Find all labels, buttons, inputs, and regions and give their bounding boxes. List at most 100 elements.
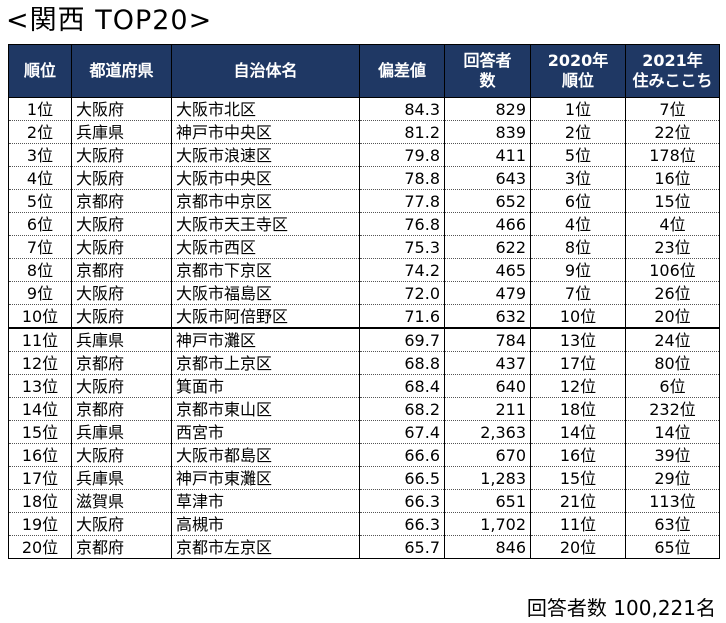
cell-municipality: 大阪市北区 bbox=[171, 97, 360, 121]
cell-score: 68.8 bbox=[359, 351, 445, 375]
cell-rank-2020: 5位 bbox=[530, 143, 626, 167]
cell-prefecture: 滋賀県 bbox=[71, 489, 172, 513]
cell-respondents: 1,702 bbox=[444, 512, 531, 536]
cell-rank: 7位 bbox=[8, 235, 72, 259]
cell-respondents: 640 bbox=[444, 374, 531, 398]
cell-rank-2020: 6位 bbox=[530, 189, 626, 213]
header-rank-2021-line1: 2021年 bbox=[642, 51, 703, 70]
cell-rank-2020: 10位 bbox=[530, 304, 626, 329]
cell-score: 81.2 bbox=[359, 120, 445, 144]
cell-score: 71.6 bbox=[359, 304, 445, 329]
cell-respondents: 839 bbox=[444, 120, 531, 144]
cell-respondents: 622 bbox=[444, 235, 531, 259]
cell-rank-2021: 15位 bbox=[625, 189, 720, 213]
cell-municipality: 京都市下京区 bbox=[171, 258, 360, 282]
cell-respondents: 652 bbox=[444, 189, 531, 213]
cell-prefecture: 京都府 bbox=[71, 351, 172, 375]
cell-score: 68.4 bbox=[359, 374, 445, 398]
cell-prefecture: 大阪府 bbox=[71, 304, 172, 329]
cell-rank-2021: 80位 bbox=[625, 351, 720, 375]
cell-prefecture: 京都府 bbox=[71, 258, 172, 282]
cell-prefecture: 大阪府 bbox=[71, 212, 172, 236]
cell-municipality: 神戸市灘区 bbox=[171, 327, 360, 352]
cell-prefecture: 兵庫県 bbox=[71, 420, 172, 444]
cell-rank: 20位 bbox=[8, 535, 72, 559]
table-row: 8位 京都府 京都市下京区 74.2 465 9位 106位 bbox=[8, 258, 720, 282]
table-row: 9位 大阪府 大阪市福島区 72.0 479 7位 26位 bbox=[8, 281, 720, 305]
cell-municipality: 京都市左京区 bbox=[171, 535, 360, 559]
cell-respondents: 846 bbox=[444, 535, 531, 559]
cell-score: 66.5 bbox=[359, 466, 445, 490]
cell-rank: 16位 bbox=[8, 443, 72, 467]
cell-prefecture: 大阪府 bbox=[71, 512, 172, 536]
cell-rank-2020: 18位 bbox=[530, 397, 626, 421]
cell-score: 77.8 bbox=[359, 189, 445, 213]
cell-score: 76.8 bbox=[359, 212, 445, 236]
cell-prefecture: 大阪府 bbox=[71, 443, 172, 467]
header-respondents: 回答者数 bbox=[444, 44, 531, 98]
respondent-total-value: 100,221名 bbox=[613, 596, 716, 620]
cell-rank-2021: 24位 bbox=[625, 327, 720, 352]
cell-prefecture: 京都府 bbox=[71, 535, 172, 559]
cell-rank: 13位 bbox=[8, 374, 72, 398]
cell-prefecture: 大阪府 bbox=[71, 143, 172, 167]
cell-prefecture: 大阪府 bbox=[71, 166, 172, 190]
header-respondents-line1: 回答者 bbox=[463, 51, 512, 70]
cell-respondents: 2,363 bbox=[444, 420, 531, 444]
cell-score: 84.3 bbox=[359, 97, 445, 121]
cell-rank-2020: 13位 bbox=[530, 327, 626, 352]
cell-rank-2020: 16位 bbox=[530, 443, 626, 467]
table-row: 17位 兵庫県 神戸市東灘区 66.5 1,283 15位 29位 bbox=[8, 466, 720, 490]
table-row: 2位 兵庫県 神戸市中央区 81.2 839 2位 22位 bbox=[8, 120, 720, 144]
table-row: 1位 大阪府 大阪市北区 84.3 829 1位 7位 bbox=[8, 97, 720, 121]
cell-prefecture: 兵庫県 bbox=[71, 466, 172, 490]
cell-score: 66.6 bbox=[359, 443, 445, 467]
cell-respondents: 479 bbox=[444, 281, 531, 305]
cell-rank: 1位 bbox=[8, 97, 72, 121]
cell-rank-2021: 29位 bbox=[625, 466, 720, 490]
cell-rank: 15位 bbox=[8, 420, 72, 444]
cell-rank: 19位 bbox=[8, 512, 72, 536]
cell-respondents: 829 bbox=[444, 97, 531, 121]
cell-rank-2020: 3位 bbox=[530, 166, 626, 190]
cell-rank-2021: 232位 bbox=[625, 397, 720, 421]
cell-municipality: 大阪市天王寺区 bbox=[171, 212, 360, 236]
cell-municipality: 高槻市 bbox=[171, 512, 360, 536]
cell-rank: 4位 bbox=[8, 166, 72, 190]
cell-rank-2021: 7位 bbox=[625, 97, 720, 121]
cell-respondents: 651 bbox=[444, 489, 531, 513]
header-rank: 順位 bbox=[8, 44, 72, 98]
cell-rank-2021: 106位 bbox=[625, 258, 720, 282]
cell-rank: 14位 bbox=[8, 397, 72, 421]
cell-rank-2020: 12位 bbox=[530, 374, 626, 398]
header-rank-2020: 2020年 順位 bbox=[530, 44, 626, 98]
table-row: 3位 大阪府 大阪市浪速区 79.8 411 5位 178位 bbox=[8, 143, 720, 167]
cell-respondents: 465 bbox=[444, 258, 531, 282]
header-respondents-line2: 数 bbox=[479, 71, 496, 90]
table-header-row: 順位 都道府県 自治体名 偏差値 回答者数 2020年 順位 2021年 住みここち bbox=[8, 44, 720, 98]
cell-rank: 18位 bbox=[8, 489, 72, 513]
cell-rank: 9位 bbox=[8, 281, 72, 305]
cell-rank: 6位 bbox=[8, 212, 72, 236]
cell-rank-2021: 22位 bbox=[625, 120, 720, 144]
table-row: 6位 大阪府 大阪市天王寺区 76.8 466 4位 4位 bbox=[8, 212, 720, 236]
cell-rank: 8位 bbox=[8, 258, 72, 282]
cell-prefecture: 兵庫県 bbox=[71, 327, 172, 352]
table-row: 10位 大阪府 大阪市阿倍野区 71.6 632 10位 20位 bbox=[8, 304, 720, 329]
cell-rank-2021: 26位 bbox=[625, 281, 720, 305]
cell-municipality: 大阪市浪速区 bbox=[171, 143, 360, 167]
cell-prefecture: 大阪府 bbox=[71, 235, 172, 259]
cell-rank: 11位 bbox=[8, 327, 72, 352]
cell-prefecture: 大阪府 bbox=[71, 374, 172, 398]
cell-municipality: 神戸市東灘区 bbox=[171, 466, 360, 490]
cell-municipality: 箕面市 bbox=[171, 374, 360, 398]
cell-score: 66.3 bbox=[359, 489, 445, 513]
cell-rank-2020: 2位 bbox=[530, 120, 626, 144]
cell-respondents: 643 bbox=[444, 166, 531, 190]
cell-rank-2020: 21位 bbox=[530, 489, 626, 513]
cell-score: 75.3 bbox=[359, 235, 445, 259]
cell-municipality: 神戸市中央区 bbox=[171, 120, 360, 144]
cell-score: 79.8 bbox=[359, 143, 445, 167]
cell-rank-2020: 9位 bbox=[530, 258, 626, 282]
cell-respondents: 211 bbox=[444, 397, 531, 421]
